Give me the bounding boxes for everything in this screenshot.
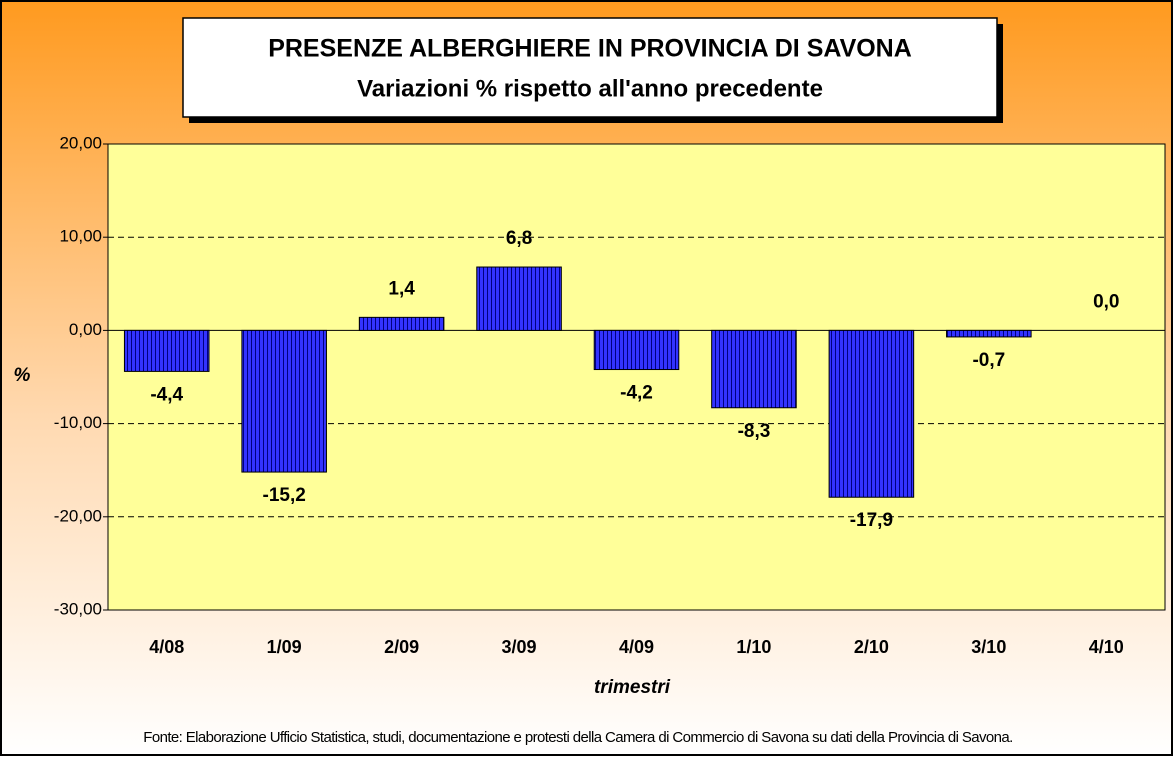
x-tick-label: 3/09 bbox=[502, 637, 537, 657]
data-label: -15,2 bbox=[263, 485, 306, 506]
bar bbox=[828, 329, 915, 498]
y-tick-label: -30,00 bbox=[54, 599, 102, 618]
x-tick-label: 4/10 bbox=[1089, 637, 1124, 657]
bar bbox=[358, 316, 445, 331]
x-tick-label: 2/09 bbox=[384, 637, 419, 657]
x-tick-label: 1/10 bbox=[736, 637, 771, 657]
data-label: -4,2 bbox=[620, 383, 653, 404]
x-tick-label: 2/10 bbox=[854, 637, 889, 657]
y-tick-label: 20,00 bbox=[59, 133, 102, 152]
title-box bbox=[182, 17, 998, 118]
y-tick-label: 10,00 bbox=[59, 227, 102, 246]
bar bbox=[711, 329, 797, 409]
data-label: -4,4 bbox=[150, 384, 183, 405]
y-axis-label: % bbox=[14, 365, 31, 386]
data-label: 6,8 bbox=[506, 228, 532, 249]
bar bbox=[946, 329, 1032, 338]
y-tick-label: 0,00 bbox=[69, 320, 102, 339]
data-label: -17,9 bbox=[850, 510, 893, 531]
chart-subtitle: Variazioni % rispetto all'anno precedent… bbox=[357, 75, 823, 102]
x-axis-label: trimestri bbox=[594, 677, 671, 698]
x-tick-label: 4/08 bbox=[149, 637, 184, 657]
chart-title: PRESENZE ALBERGHIERE IN PROVINCIA DI SAV… bbox=[268, 35, 912, 63]
bar bbox=[123, 329, 210, 372]
x-tick-label: 4/09 bbox=[619, 637, 654, 657]
x-tick-label: 3/10 bbox=[971, 637, 1006, 657]
bar bbox=[476, 266, 562, 331]
y-tick-label: -10,00 bbox=[54, 413, 102, 432]
bar bbox=[241, 329, 327, 473]
y-tick-label: -20,00 bbox=[54, 506, 102, 525]
data-label: -0,7 bbox=[972, 350, 1005, 371]
data-label: 0,0 bbox=[1093, 291, 1119, 312]
bar bbox=[593, 329, 680, 371]
source-note: Fonte: Elaborazione Ufficio Statistica, … bbox=[143, 729, 1012, 746]
x-tick-label: 1/09 bbox=[267, 637, 302, 657]
data-label: 1,4 bbox=[388, 278, 415, 299]
data-label: -8,3 bbox=[738, 421, 771, 442]
